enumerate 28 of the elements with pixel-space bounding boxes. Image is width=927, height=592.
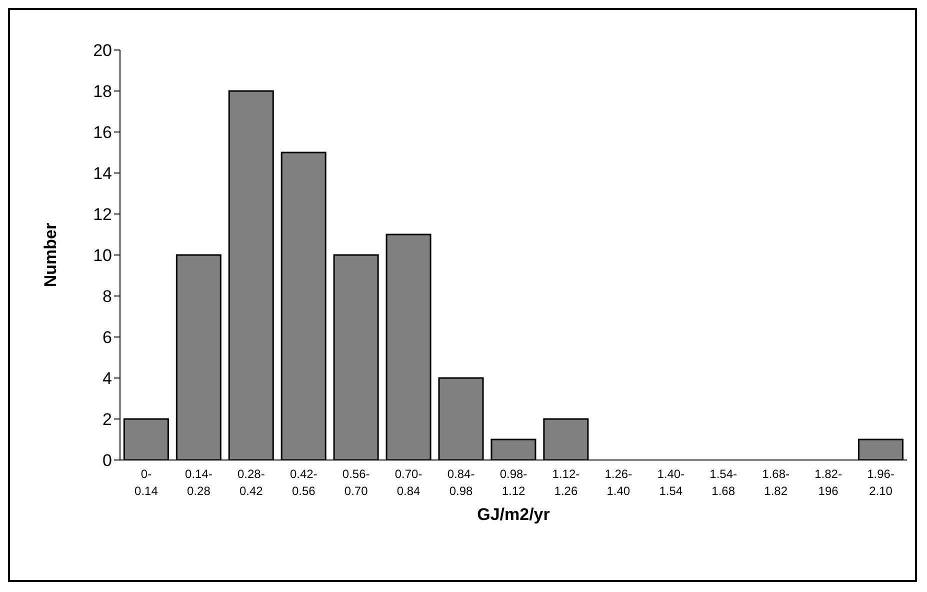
x-axis-title: GJ/m2/yr xyxy=(477,505,550,524)
y-tick-label: 14 xyxy=(93,164,112,184)
x-tick-label: 0-0.14 xyxy=(134,467,158,498)
x-tick-label: 0.42-0.56 xyxy=(290,467,318,498)
x-tick-label: 1.40-1.54 xyxy=(657,467,685,498)
x-tick-label: 0.84-0.98 xyxy=(447,467,475,498)
y-tick-label: 2 xyxy=(102,410,112,430)
x-tick-label: 1.26-1.40 xyxy=(604,467,632,498)
y-tick-label: 8 xyxy=(102,287,112,306)
y-tick-label: 16 xyxy=(93,123,112,142)
y-tick-label: 18 xyxy=(93,82,112,102)
y-tick-label: 10 xyxy=(93,246,112,266)
x-tick-label: 0.28-0.42 xyxy=(237,467,265,498)
y-axis-title: Number xyxy=(41,222,60,288)
y-tick-label: 20 xyxy=(93,41,112,60)
x-tick-label: 0.14-0.28 xyxy=(185,467,212,498)
x-tick-label: 0.70-0.84 xyxy=(394,467,422,498)
x-tick-label: 1.12-1.26 xyxy=(552,467,580,498)
y-tick-label: 4 xyxy=(102,369,112,388)
x-tick-label: 1.96-2.10 xyxy=(867,467,894,498)
y-tick-label: 12 xyxy=(93,205,112,224)
x-tick-label: 0.98-1.12 xyxy=(500,467,528,498)
x-tick-label: 1.68-1.82 xyxy=(762,467,790,498)
y-tick-label: 6 xyxy=(102,328,112,348)
x-tick-label: 1.82-196 xyxy=(814,467,842,498)
x-tick-label: 0.56-0.70 xyxy=(342,467,370,498)
x-tick-label: 1.54-1.68 xyxy=(710,467,738,498)
y-tick-label: 0 xyxy=(102,451,112,470)
